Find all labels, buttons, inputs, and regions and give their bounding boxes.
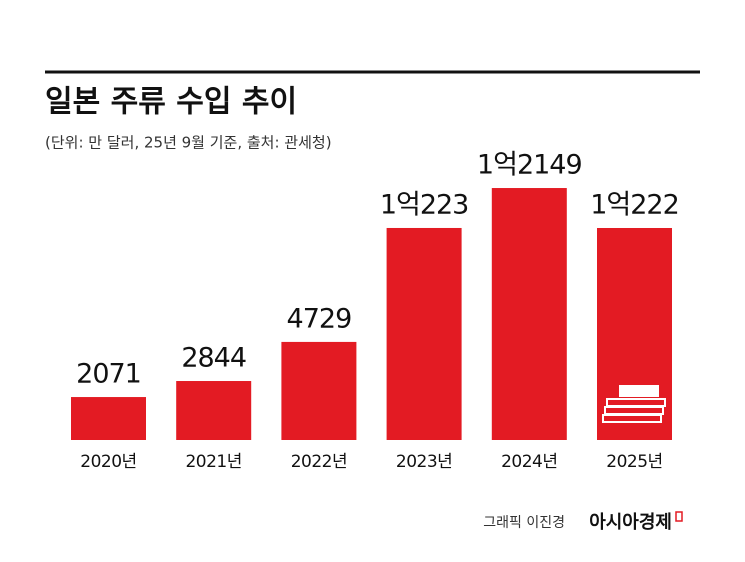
value-label: 2071 — [76, 359, 141, 390]
value-label: 4729 — [287, 303, 352, 334]
x-tick-label: 2023년 — [396, 452, 452, 472]
chart-subtitle: (단위: 만 달러, 25년 9월 기준, 출처: 관세청) — [45, 134, 332, 152]
bar — [597, 227, 672, 440]
bar — [176, 381, 252, 440]
icon-stack — [606, 398, 666, 407]
icon-stack — [619, 385, 659, 397]
chart-title: 일본 주류 수입 추이 — [45, 85, 297, 120]
bar — [281, 341, 357, 440]
value-label: 1억2149 — [477, 150, 582, 181]
brand-icon — [675, 511, 683, 522]
x-tick-label: 2024년 — [501, 452, 557, 472]
bar — [491, 188, 567, 440]
value-label: 2844 — [181, 343, 246, 374]
x-tick-label: 2020년 — [80, 452, 136, 472]
bar — [71, 397, 146, 440]
brand: 아시아경제 — [589, 512, 672, 533]
x-tick-label: 2021년 — [185, 452, 241, 472]
value-label: 1억222 — [590, 189, 679, 220]
bar — [386, 227, 462, 440]
credit: 그래픽 이진경 — [483, 515, 565, 531]
value-label: 1억223 — [380, 189, 469, 220]
x-tick-label: 2022년 — [291, 452, 347, 472]
x-tick-label: 2025년 — [606, 452, 662, 472]
